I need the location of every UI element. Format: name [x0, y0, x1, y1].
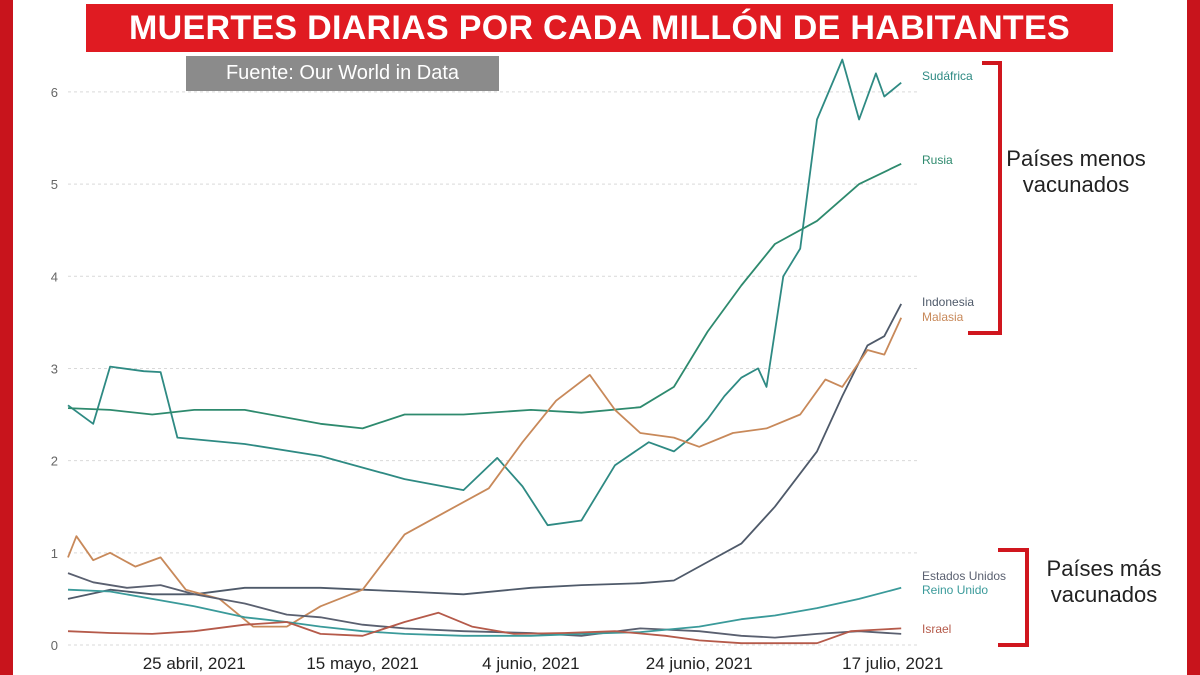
series-label: Reino Unido [922, 583, 988, 597]
series-label: Estados Unidos [922, 569, 1006, 583]
series-line-israel [67, 611, 902, 645]
source-note: Fuente: Our World in Data [186, 56, 499, 91]
series-line-sudáfrica [67, 58, 902, 527]
series-label: Israel [922, 622, 951, 636]
series-line-indonesia [67, 303, 902, 600]
series-line-estados-unidos [67, 572, 902, 639]
x-axis-tick-labels: 25 abril, 2021 15 mayo, 2021 4 junio, 2021… [143, 654, 944, 673]
left-red-frame [0, 0, 13, 675]
series-label: Indonesia [922, 295, 974, 309]
y-tick-label: 3 [51, 361, 58, 376]
series-lines [67, 58, 903, 645]
bracket-more-vaccinated [998, 548, 1029, 647]
series-line-rusia [67, 162, 902, 430]
x-tick-label: 15 mayo, 2021 [306, 654, 418, 673]
series-label: Malasia [922, 310, 964, 324]
x-tick-label: 17 julio, 2021 [842, 654, 943, 673]
more-vaccinated-label: Países más vacunados [1046, 556, 1162, 607]
less-vaccinated-label: Países menos vacunados [1006, 146, 1146, 197]
right-red-frame [1187, 0, 1200, 675]
y-tick-label: 1 [51, 546, 58, 561]
series-label: Sudáfrica [922, 69, 973, 83]
y-tick-label: 0 [51, 638, 58, 653]
chart-title: MUERTES DIARIAS POR CADA MILLÓN DE HABIT… [86, 4, 1113, 52]
y-tick-label: 5 [51, 177, 58, 192]
bracket-less-vaccinated [968, 61, 1002, 335]
group-brackets [968, 61, 1029, 647]
y-tick-label: 6 [51, 85, 58, 100]
x-tick-label: 25 abril, 2021 [143, 654, 246, 673]
gridlines [68, 91, 918, 646]
x-tick-label: 24 junio, 2021 [646, 654, 753, 673]
y-tick-label: 4 [51, 269, 58, 284]
series-line-malasia [67, 317, 903, 628]
y-tick-label: 2 [51, 454, 58, 469]
x-tick-label: 4 junio, 2021 [482, 654, 579, 673]
y-axis-tick-labels: 0 1 2 3 4 5 6 [51, 85, 58, 653]
series-label: Rusia [922, 153, 953, 167]
series-line-reino-unido [67, 586, 902, 637]
